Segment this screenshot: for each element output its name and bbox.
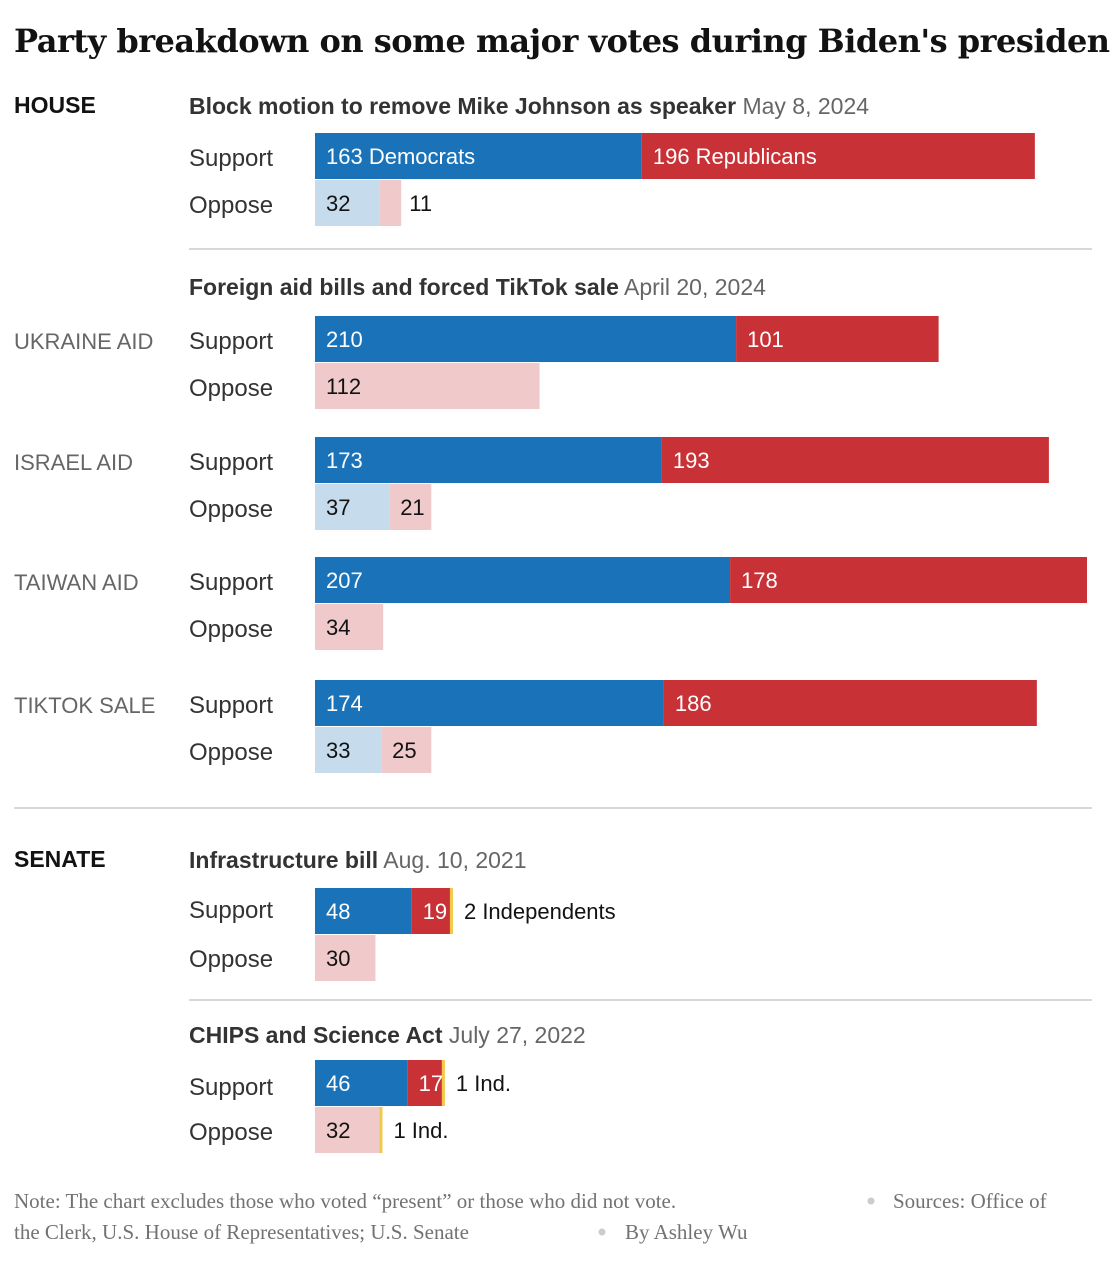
chamber-label-house: HOUSE [14,92,96,118]
note-text: Note: The chart excludes those who voted… [14,1189,676,1213]
bar-label-ind: 2 Independents [464,899,616,924]
sources-text-part2: the Clerk, U.S. House of Representatives… [14,1220,469,1244]
bar-label-rep: 178 [741,568,778,593]
bar-label-ind: 1 Ind. [393,1118,448,1143]
bar-dem-support [315,1060,408,1106]
separator-dot [867,1197,875,1205]
vote-date: July 27, 2022 [443,1022,586,1048]
bar-rep-support [730,557,1087,603]
bar-label-dem: 32 [326,191,350,216]
bar-rep-support [661,437,1049,483]
bar-label-rep: 193 [673,448,710,473]
bar-label-rep: 112 [326,374,361,399]
bar-dem-support [315,133,642,179]
bar-rep-support [736,316,939,362]
bar-label-rep: 186 [675,691,712,716]
bar-rep-oppose [315,1107,380,1153]
bar-dem-support [315,557,731,603]
chart-title: Party breakdown on some major votes duri… [14,22,1110,60]
bar-label-dem: 46 [326,1071,350,1096]
sub-label: ISRAEL AID [14,450,133,475]
vote-title: Block motion to remove Mike Johnson as s… [189,93,736,119]
bar-label-rep: 34 [326,615,350,640]
bar-label-rep: 196 Republicans [653,144,817,169]
separator-dot [598,1228,606,1236]
bar-rep-oppose [315,604,384,650]
vote-date: May 8, 2024 [736,93,869,119]
vote-title: Foreign aid bills and forced TikTok sale [189,274,619,300]
row-label-oppose: Oppose [189,496,273,523]
bar-label-dem: 163 Democrats [326,144,475,169]
bar-ind-oppose [379,1107,383,1153]
row-label-support: Support [189,692,273,719]
bar-label-rep: 17 [419,1071,443,1096]
bar-dem-support [315,316,737,362]
bar-label-ind: 1 Ind. [456,1071,511,1096]
bar-rep-oppose [315,363,540,409]
bar-label-dem: 173 [326,448,363,473]
bar-label-rep: 19 [423,899,447,924]
bar-rep-support [411,888,450,934]
row-label-support: Support [189,569,273,596]
bar-dem-support [315,437,662,483]
bar-rep-oppose [379,180,402,226]
row-label-oppose: Oppose [189,192,273,219]
sub-label: UKRAINE AID [14,329,153,354]
bar-label-dem: 48 [326,899,350,924]
vote-date: April 20, 2024 [619,274,766,300]
bar-rep-oppose [315,935,376,981]
bar-dem-support [315,888,412,934]
bar-rep-support [663,680,1037,726]
row-label-oppose: Oppose [189,1119,273,1146]
vote-heading: Infrastructure bill Aug. 10, 2021 [189,847,527,873]
footer-line-1: Note: The chart excludes those who voted… [14,1189,676,1213]
bar-rep-oppose [381,727,432,773]
bar-label-rep: 11 [409,191,432,216]
bar-label-rep: 30 [326,946,350,971]
sub-label: TIKTOK SALE [14,693,155,718]
vote-date: Aug. 10, 2021 [378,847,526,873]
bar-label-dem: 33 [326,738,350,763]
bar-rep-oppose [389,484,432,530]
bar-label-rep: 25 [392,738,416,763]
bar-label-rep: 32 [326,1118,350,1143]
bar-label-dem: 210 [326,327,363,352]
row-label-oppose: Oppose [189,946,273,973]
byline: By Ashley Wu [625,1220,748,1244]
bar-label-dem: 37 [326,495,350,520]
row-label-oppose: Oppose [189,739,273,766]
sources-text-part1: Sources: Office of [893,1189,1047,1213]
vote-heading: CHIPS and Science Act July 27, 2022 [189,1022,586,1048]
row-label-support: Support [189,897,273,924]
bar-label-dem: 207 [326,568,363,593]
row-label-oppose: Oppose [189,616,273,643]
vote-heading: Foreign aid bills and forced TikTok sale… [189,274,766,300]
bar-label-rep: 101 [747,327,784,352]
vote-title: CHIPS and Science Act [189,1022,443,1048]
row-label-support: Support [189,449,273,476]
bar-ind-support [449,888,453,934]
bar-dem-oppose [315,484,390,530]
bar-rep-support [407,1060,442,1106]
vote-title: Infrastructure bill [189,847,378,873]
bar-dem-oppose [315,727,382,773]
sub-label: TAIWAN AID [14,570,139,595]
bar-label-rep: 21 [400,495,424,520]
row-label-support: Support [189,1074,273,1101]
row-label-support: Support [189,328,273,355]
bar-rep-support [641,133,1035,179]
bar-dem-oppose [315,180,380,226]
row-label-oppose: Oppose [189,375,273,402]
chamber-label-senate: SENATE [14,846,106,872]
vote-heading: Block motion to remove Mike Johnson as s… [189,93,869,119]
bar-ind-support [441,1060,445,1106]
bar-label-dem: 174 [326,691,363,716]
bar-dem-support [315,680,664,726]
row-label-support: Support [189,145,273,172]
